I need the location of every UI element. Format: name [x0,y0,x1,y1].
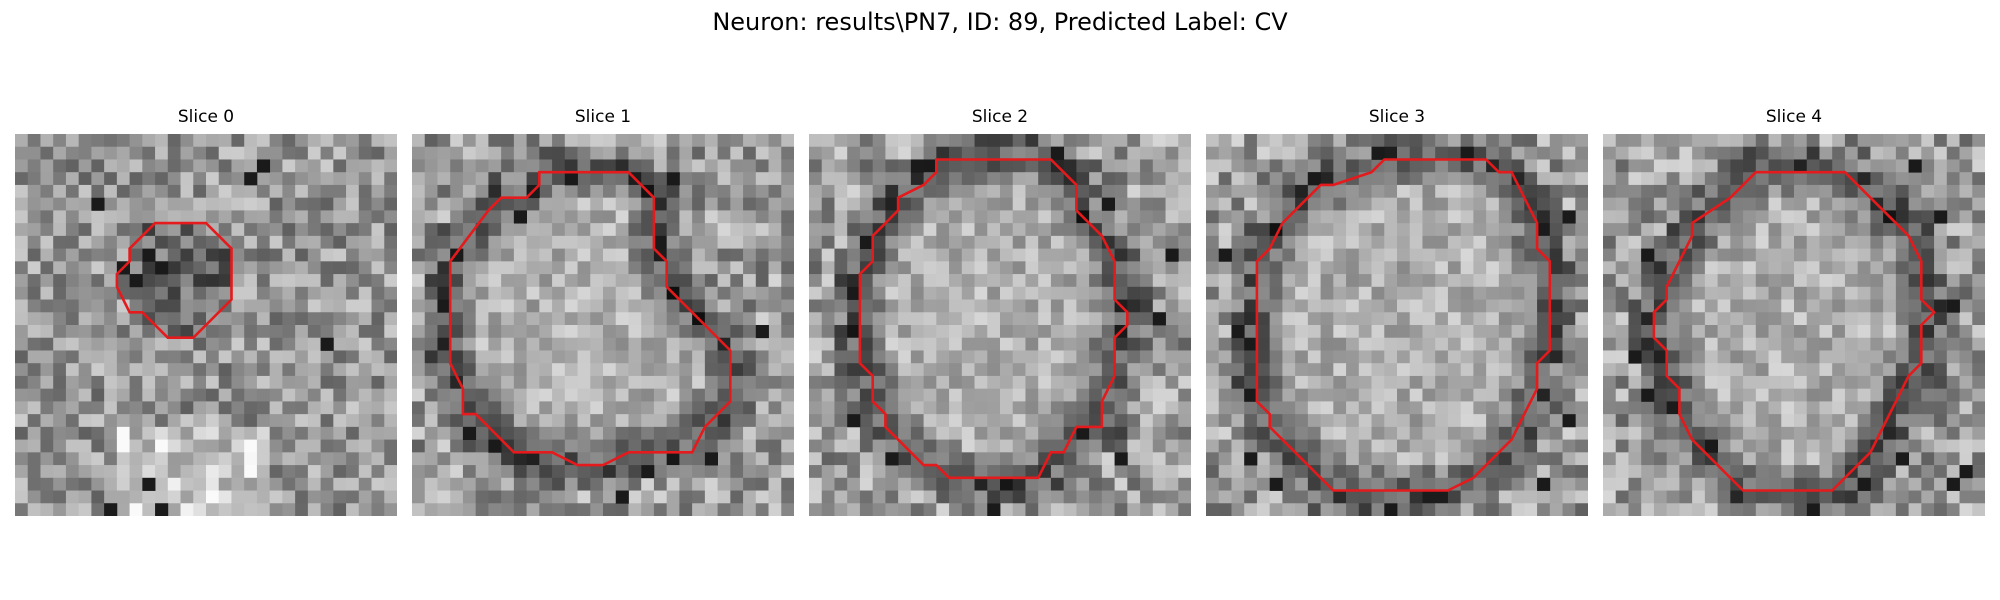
dark-pixel [142,248,156,262]
dark-pixel [256,159,271,173]
dark-pixel [1244,388,1258,402]
slice-panel-4: Slice 4 [1603,106,1985,524]
dark-pixel [641,465,655,479]
dark-pixel [91,197,105,211]
dark-pixel [885,452,899,466]
microscopy-image [1206,134,1588,516]
dark-pixel [320,337,334,351]
vesicle-contour [448,170,732,467]
pixel-grid [1603,134,1985,516]
dark-pixel [1371,146,1385,160]
slice-title: Slice 0 [177,107,235,127]
dark-pixel [1934,210,1948,224]
dark-pixel [1562,210,1576,224]
dark-pixel [1537,477,1551,491]
dark-pixel [564,172,578,186]
dark-pixel [859,235,874,249]
figure-title: Neuron: results\PN7, ID: 89, Predicted L… [712,8,1288,36]
dark-pixel [1050,146,1065,160]
dark-pixel [1101,197,1115,211]
vesicle-contour [115,221,233,339]
slice-panel-0: Slice 0 [15,106,397,524]
dark-pixel [1959,465,1973,479]
dark-pixel [1307,172,1321,186]
dark-pixel [1384,503,1398,516]
dark-pixel [462,426,477,440]
dark-pixel [1641,388,1655,402]
dark-pixel [847,414,861,428]
slice-title: Slice 4 [1765,107,1823,127]
dark-pixel [155,261,169,275]
vesicle-contour [1652,170,1936,492]
dark-pixel [704,452,718,466]
microscopy-image [1603,134,1985,516]
dark-pixel [155,503,169,516]
dark-pixel [244,172,258,186]
microscopy-image [412,134,794,516]
dark-pixel [615,490,629,504]
dark-pixel [488,439,502,453]
dark-pixel [1895,452,1909,466]
dark-pixel [1165,248,1179,262]
dark-pixel [1218,248,1232,262]
dark-pixel [437,299,451,313]
dark-pixel [987,503,1001,516]
dark-pixel [1908,159,1922,173]
pixel-grid [1206,134,1588,516]
dark-pixel [1704,439,1718,453]
dark-pixel [1641,248,1655,262]
dark-pixel [1460,146,1474,160]
dark-pixel [142,477,156,491]
dark-pixel [847,286,861,300]
pixel-grid [809,134,1191,516]
dark-pixel [1562,414,1576,428]
dark-pixel [129,274,143,288]
dark-pixel [1946,299,1960,313]
dark-pixel [1946,477,1960,491]
vesicle-contour [858,158,1129,480]
vesicle-contour [1255,158,1552,492]
slice-title: Slice 3 [1368,107,1426,127]
microscopy-image [809,134,1191,516]
slice-panel-2: Slice 2 [809,106,1191,524]
dark-pixel [910,159,924,173]
slice-panel-1: Slice 1 [412,106,794,524]
slice-title: Slice 2 [971,107,1029,127]
dark-pixel [1628,350,1642,364]
slice-title: Slice 1 [574,107,632,127]
slice-panel-3: Slice 3 [1206,106,1588,524]
dark-pixel [1152,312,1166,326]
dark-pixel [1231,325,1245,339]
dark-pixel [1114,452,1128,466]
dark-pixel [1269,477,1283,491]
microscopy-image [15,134,397,516]
dark-pixel [666,172,680,186]
dark-pixel [513,210,527,224]
dark-pixel [755,325,769,339]
dark-pixel [1244,452,1258,466]
dark-pixel [104,503,118,516]
dark-pixel [1857,477,1871,491]
dark-pixel [1806,503,1820,516]
pixel-grid [15,134,397,516]
pixel-grid [412,134,794,516]
